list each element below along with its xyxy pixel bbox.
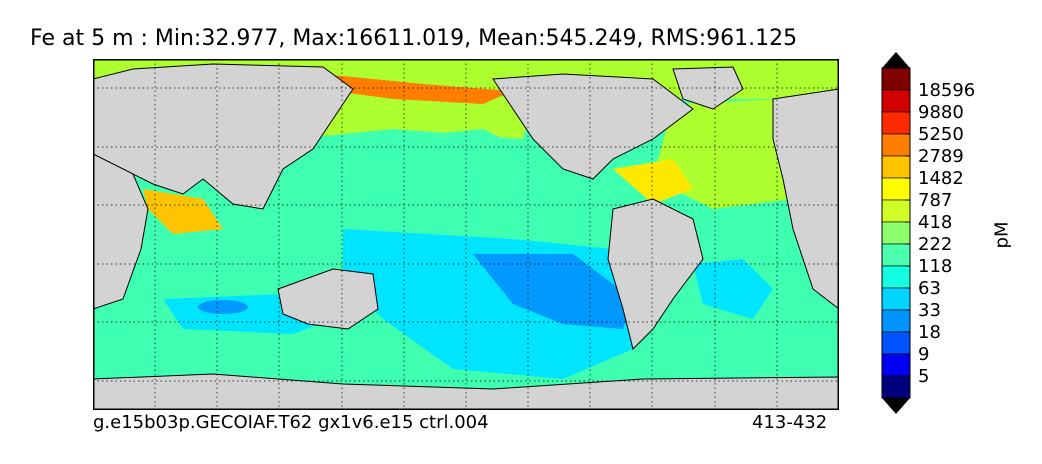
land (93, 63, 839, 410)
europe-africa-east (772, 88, 839, 310)
colorbar-extend-max (882, 52, 910, 68)
colorbar-tick-label: 9880 (918, 102, 964, 123)
map-frame (93, 59, 839, 410)
colorbar-segment (881, 353, 911, 377)
australia-landmass (277, 268, 379, 330)
map-panel (93, 59, 839, 410)
colorbar-segment (881, 243, 911, 267)
colorbar-tick-label: 5 (918, 366, 929, 387)
colorbar-tick-label: 118 (918, 256, 952, 277)
eurasia-landmass (93, 63, 354, 210)
colorbar-segment (881, 133, 911, 157)
colorbar-tick-label: 222 (918, 234, 952, 255)
colorbar: 1859698805250278914827874182221186333189… (881, 52, 975, 414)
colorbar-tick-label: 1482 (918, 168, 964, 189)
colorbar-units-label: pM (991, 221, 1013, 249)
colorbar-segment (881, 177, 911, 201)
indian-coast-high (143, 189, 223, 234)
map-grid (93, 59, 839, 410)
north-america-landmass (492, 73, 694, 180)
colorbar-extend-min (882, 398, 910, 414)
colorbar-segment (881, 199, 911, 223)
indian-gyre-core (198, 300, 248, 314)
south-atlantic-low (693, 259, 773, 319)
south-america-landmass (607, 198, 704, 350)
colorbar-tick-label: 18 (918, 322, 941, 343)
colorbar-segment (881, 111, 911, 135)
colorbar-tick-label: 18596 (918, 80, 975, 101)
colorbar-tick-label: 9 (918, 344, 929, 365)
caribbean-high (613, 159, 693, 204)
colorbar-segment (881, 331, 911, 355)
colorbar-tick-label: 2789 (918, 146, 964, 167)
colorbar-tick-label: 418 (918, 212, 952, 233)
chart-title: Fe at 5 m : Min:32.977, Max:16611.019, M… (30, 26, 798, 51)
run-id-label: g.e15b03p.GECOIAF.T62 gx1v6.e15 ctrl.004 (93, 412, 489, 433)
colorbar-segment (881, 375, 911, 399)
colorbar-segment (881, 89, 911, 113)
colorbar-tick-label: 33 (918, 300, 941, 321)
colorbar-segment (881, 67, 911, 91)
colorbar-segment (881, 155, 911, 179)
north-pacific-low (383, 129, 533, 189)
colorbar-segment (881, 265, 911, 289)
years-label: 413-432 (752, 412, 828, 433)
colorbar-segment (881, 287, 911, 311)
colorbar-segment (881, 221, 911, 245)
colorbar-tick-label: 63 (918, 278, 941, 299)
africa-landmass (93, 153, 149, 310)
colorbar-tick-label: 5250 (918, 124, 964, 145)
colorbar-tick-label: 787 (918, 190, 952, 211)
colorbar-segment (881, 309, 911, 333)
colorbar-frame (881, 67, 911, 399)
pacific-gyre-core (473, 254, 633, 329)
greenland-landmass (672, 66, 744, 110)
arctic-shelf-high (323, 74, 513, 104)
